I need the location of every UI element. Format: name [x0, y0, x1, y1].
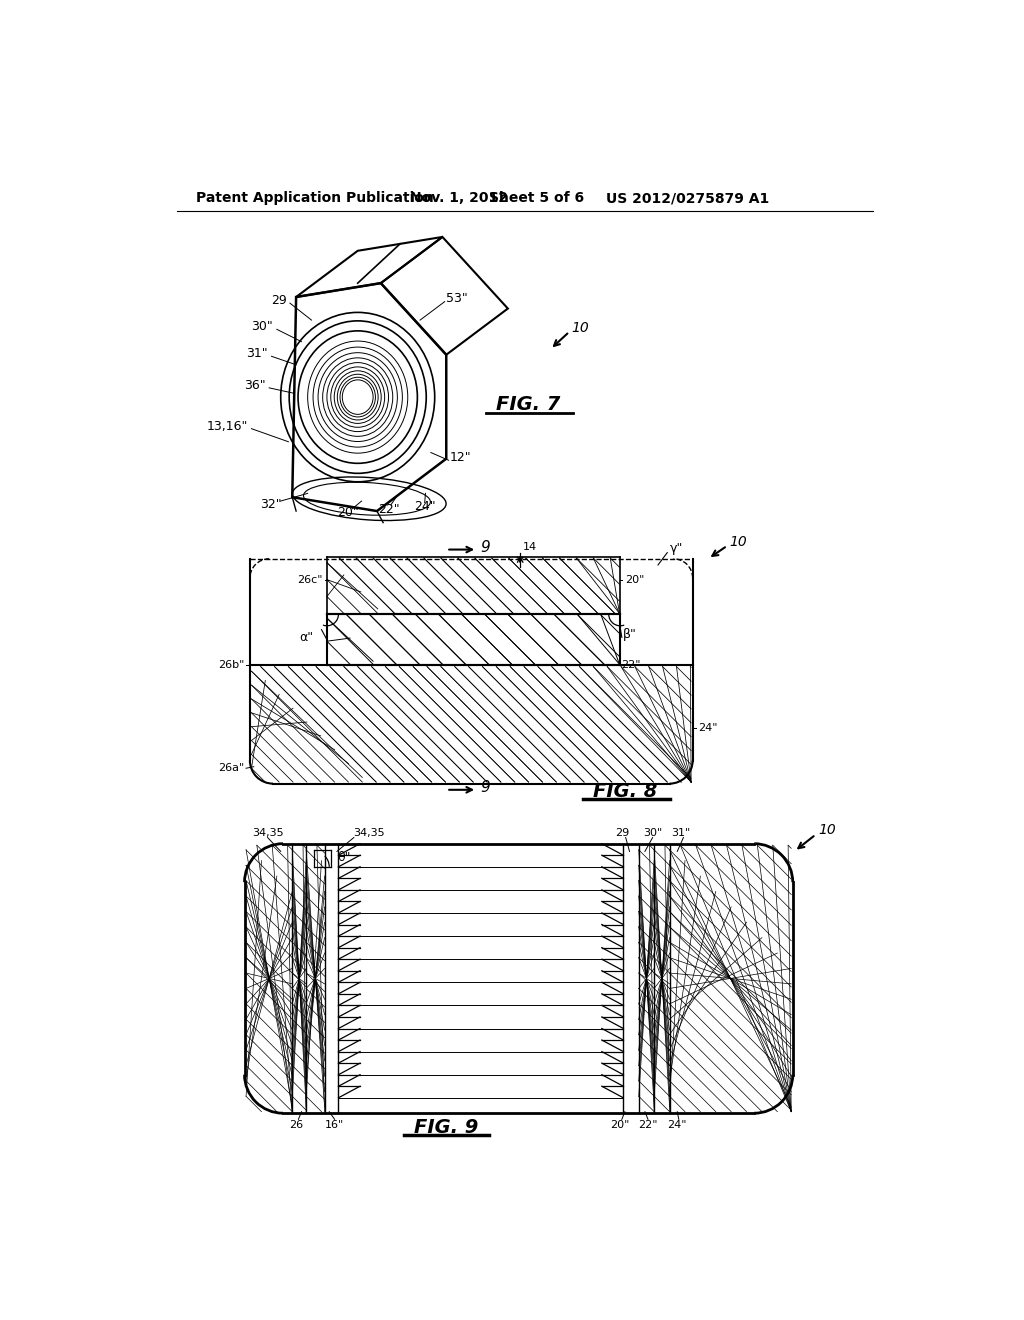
Text: 9: 9 [480, 540, 489, 554]
Text: 20": 20" [625, 576, 644, 585]
Text: 10: 10 [818, 822, 836, 837]
Text: 26a": 26a" [218, 763, 245, 774]
Text: 32": 32" [260, 499, 282, 511]
Text: 9: 9 [480, 780, 489, 795]
Text: 14: 14 [523, 543, 538, 552]
Text: 22": 22" [621, 660, 641, 671]
Text: 24": 24" [698, 723, 718, 733]
Text: 30": 30" [643, 828, 663, 838]
Text: FIG. 9: FIG. 9 [414, 1118, 478, 1137]
Text: 34,35: 34,35 [353, 828, 385, 838]
Text: Nov. 1, 2012: Nov. 1, 2012 [410, 191, 508, 206]
Text: 10: 10 [571, 321, 589, 335]
Text: FIG. 8: FIG. 8 [593, 781, 657, 801]
Text: γ": γ" [670, 543, 683, 556]
Text: θ": θ" [337, 851, 350, 865]
Text: 26: 26 [289, 1119, 303, 1130]
Text: 53": 53" [446, 292, 468, 305]
Text: β": β" [624, 628, 637, 640]
Text: 12": 12" [451, 450, 472, 463]
Text: 10: 10 [730, 535, 748, 549]
Text: 26c": 26c" [298, 576, 323, 585]
Text: FIG. 7: FIG. 7 [497, 395, 561, 414]
Text: 22": 22" [378, 503, 399, 516]
Text: α": α" [300, 631, 313, 644]
Text: 30": 30" [251, 319, 273, 333]
Text: 26b": 26b" [218, 660, 245, 671]
Text: 16": 16" [325, 1119, 344, 1130]
Text: 22": 22" [638, 1119, 657, 1130]
Text: 29: 29 [614, 828, 629, 838]
Text: 24": 24" [668, 1119, 687, 1130]
Text: Patent Application Publication: Patent Application Publication [196, 191, 434, 206]
Text: Sheet 5 of 6: Sheet 5 of 6 [488, 191, 584, 206]
Text: 29: 29 [271, 294, 287, 308]
Text: 13,16": 13,16" [206, 420, 248, 433]
Text: 34,35: 34,35 [252, 828, 284, 838]
Text: 31": 31" [246, 347, 267, 360]
Text: 31": 31" [672, 828, 691, 838]
Text: 20": 20" [337, 506, 358, 519]
Text: 24": 24" [414, 500, 435, 513]
Text: 20": 20" [610, 1119, 629, 1130]
Text: 36": 36" [244, 379, 265, 392]
Text: US 2012/0275879 A1: US 2012/0275879 A1 [606, 191, 770, 206]
